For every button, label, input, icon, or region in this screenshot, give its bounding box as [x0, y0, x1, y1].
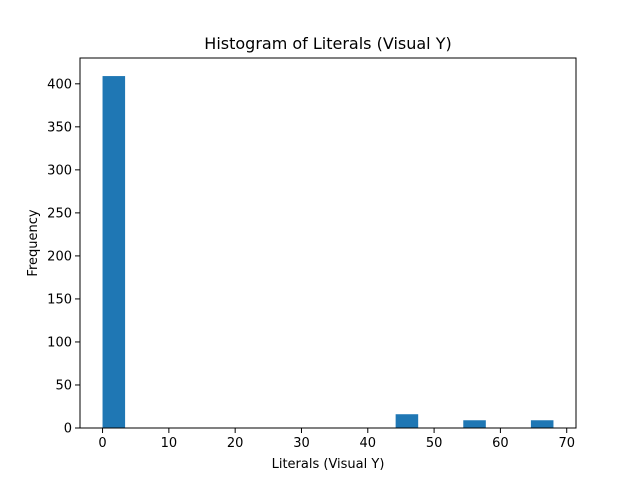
y-tick-label: 0	[64, 422, 72, 437]
bars-group	[102, 76, 554, 429]
y-tick-label: 100	[47, 335, 72, 350]
x-tick-label: 60	[492, 436, 509, 451]
x-tick-label: 0	[98, 436, 106, 451]
x-tick-label: 40	[360, 436, 377, 451]
x-tick-label: 20	[227, 436, 244, 451]
histogram-bar	[530, 420, 554, 428]
y-tick-label: 50	[55, 378, 72, 393]
histogram-bar	[463, 420, 486, 428]
histogram-bar	[395, 414, 419, 428]
plot-frame	[79, 57, 577, 429]
y-tick-label: 300	[47, 163, 72, 178]
x-axis-ticks: 0 10 20 30 40 50 60 70	[98, 428, 575, 451]
y-tick-label: 150	[47, 292, 72, 307]
histogram-bar	[102, 76, 126, 429]
y-axis-ticks: 0 50 100 150 200 250 300 350 400	[47, 77, 80, 437]
y-tick-label: 400	[47, 77, 72, 92]
x-tick-label: 30	[293, 436, 310, 451]
y-tick-label: 250	[47, 206, 72, 221]
x-tick-label: 70	[558, 436, 575, 451]
chart-title: Histogram of Literals (Visual Y)	[204, 34, 451, 53]
x-axis-label: Literals (Visual Y)	[272, 457, 385, 472]
y-axis-label: Frequency	[26, 209, 41, 276]
y-tick-label: 350	[47, 120, 72, 135]
x-tick-label: 10	[161, 436, 178, 451]
x-tick-label: 50	[426, 436, 443, 451]
y-tick-label: 200	[47, 249, 72, 264]
